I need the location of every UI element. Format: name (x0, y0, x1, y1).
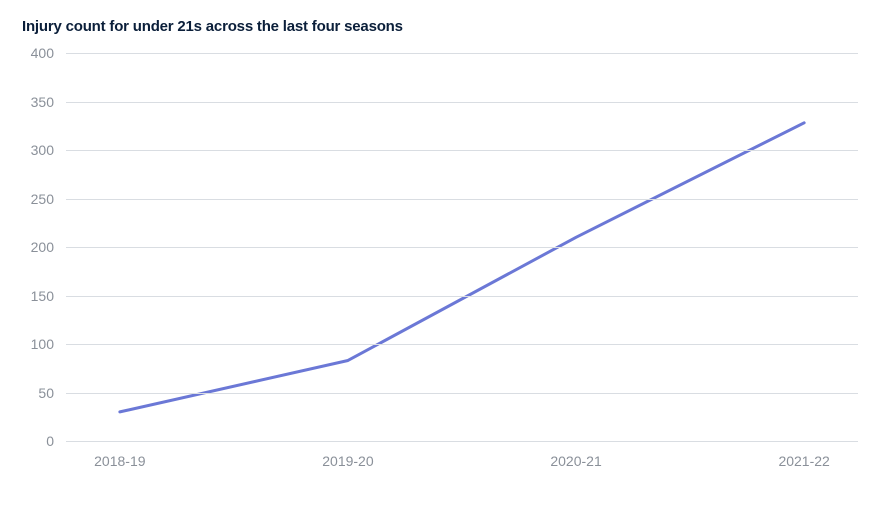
data-line (120, 123, 804, 412)
y-tick-label: 250 (31, 191, 66, 207)
gridline (66, 441, 858, 442)
y-tick-label: 0 (46, 433, 66, 449)
gridline (66, 344, 858, 345)
y-tick-label: 150 (31, 288, 66, 304)
chart-title: Injury count for under 21s across the la… (22, 18, 866, 35)
y-tick-label: 400 (31, 45, 66, 61)
gridline (66, 53, 858, 54)
y-tick-label: 300 (31, 142, 66, 158)
x-tick-label: 2020-21 (550, 453, 601, 469)
gridline (66, 150, 858, 151)
y-tick-label: 100 (31, 336, 66, 352)
y-tick-label: 200 (31, 239, 66, 255)
x-tick-label: 2019-20 (322, 453, 373, 469)
gridline (66, 102, 858, 103)
x-axis: 2018-19 2019-20 2020-21 2021-22 (66, 453, 858, 473)
y-tick-label: 350 (31, 94, 66, 110)
y-tick-label: 50 (38, 385, 66, 401)
gridline (66, 296, 858, 297)
chart-area: 050100150200250300350400 2018-192019-202… (22, 53, 866, 485)
plot-area: 050100150200250300350400 (66, 53, 858, 441)
x-tick-label: 2018-19 (94, 453, 145, 469)
chart-container: Injury count for under 21s across the la… (0, 0, 888, 514)
gridline (66, 199, 858, 200)
gridline (66, 393, 858, 394)
x-tick-label: 2021-22 (778, 453, 829, 469)
gridline (66, 247, 858, 248)
